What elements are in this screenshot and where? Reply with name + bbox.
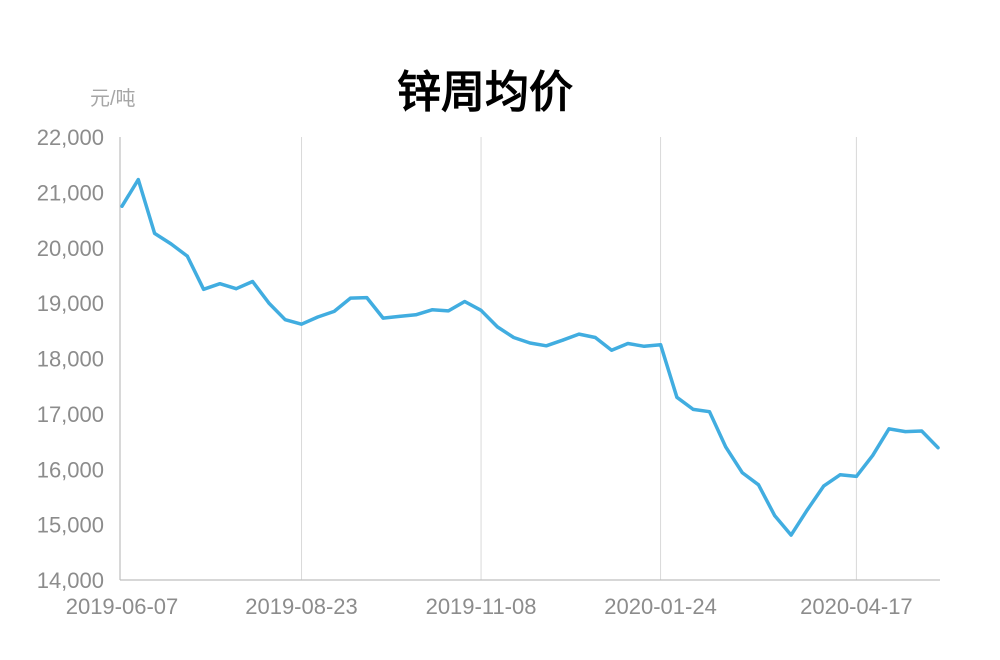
data-point-2020-01-31 — [675, 395, 679, 399]
data-point-2020-01-24 — [659, 343, 663, 347]
x-tick-label: 2019-11-08 — [426, 594, 537, 619]
data-point-2019-09-06 — [332, 309, 336, 313]
data-point-2019-12-27 — [593, 335, 597, 339]
data-point-2020-05-15 — [920, 429, 924, 433]
data-point-2020-02-14 — [708, 410, 712, 414]
y-tick-label: 18,000 — [37, 347, 104, 372]
data-point-2020-02-21 — [724, 445, 728, 449]
y-axis-tick-labels: 22,000 21,000 20,000 19,000 18,000 17,000 16,0… — [37, 125, 104, 593]
data-point-2019-11-29 — [528, 341, 532, 345]
data-point-2019-10-18 — [430, 308, 434, 312]
data-point-2019-06-28 — [169, 242, 173, 246]
price-series — [120, 177, 940, 537]
data-point-2019-06-21 — [153, 231, 157, 235]
price-line — [120, 177, 940, 537]
data-point-2019-08-30 — [316, 315, 320, 319]
x-tick-label: 2019-06-07 — [66, 594, 179, 619]
vertical-grid-lines — [301, 137, 857, 580]
data-point-2019-10-25 — [446, 309, 450, 313]
y-tick-label: 20,000 — [37, 236, 104, 261]
data-point-2020-01-03 — [610, 348, 614, 352]
data-point-2019-08-23 — [300, 322, 304, 326]
y-tick-label: 15,000 — [37, 513, 104, 538]
y-tick-label: 14,000 — [37, 568, 104, 593]
data-point-2019-11-15 — [495, 325, 499, 329]
data-point-2020-02-28 — [740, 471, 744, 475]
data-point-2019-07-19 — [218, 282, 222, 286]
data-point-2019-10-04 — [397, 314, 401, 318]
data-point-2019-12-20 — [577, 332, 581, 336]
data-point-2019-08-02 — [251, 280, 255, 284]
y-tick-label: 19,000 — [37, 291, 104, 316]
y-tick-label: 16,000 — [37, 457, 104, 482]
data-point-2019-09-20 — [365, 296, 369, 300]
data-point-2020-01-10 — [626, 342, 630, 346]
data-point-2020-01-17 — [642, 344, 646, 348]
data-point-2019-11-01 — [463, 299, 467, 303]
data-point-2019-06-14 — [136, 178, 140, 182]
chart-axes — [119, 137, 940, 581]
data-point-2020-03-13 — [773, 514, 777, 518]
data-point-2019-06-07 — [120, 204, 124, 208]
data-point-2019-11-08 — [479, 308, 483, 312]
data-point-2019-12-06 — [544, 344, 548, 348]
data-point-2019-08-16 — [283, 318, 287, 322]
data-point-2020-03-20 — [789, 533, 793, 537]
data-point-2019-07-05 — [185, 254, 189, 258]
data-point-2019-11-22 — [512, 335, 516, 339]
x-tick-label: 2020-04-17 — [800, 594, 913, 619]
data-point-2020-05-01 — [887, 427, 891, 431]
data-point-2020-04-10 — [838, 473, 842, 477]
data-point-2020-04-24 — [871, 453, 875, 457]
data-point-2020-03-27 — [805, 508, 809, 512]
y-tick-label: 21,000 — [37, 180, 104, 205]
x-axis-tick-labels: 2019-06-07 2019-08-23 2019-11-08 2020-01-24… — [66, 594, 913, 619]
data-point-2020-02-07 — [691, 407, 695, 411]
data-point-2019-09-13 — [348, 296, 352, 300]
data-point-2019-07-26 — [234, 287, 238, 291]
data-point-2020-03-06 — [756, 483, 760, 487]
data-point-2020-04-17 — [854, 474, 858, 478]
data-point-2020-05-08 — [903, 430, 907, 434]
data-point-2019-08-09 — [267, 301, 271, 305]
data-point-2019-10-11 — [414, 313, 418, 317]
y-axis-unit-label: 元/吨 — [90, 87, 136, 110]
chart-title: 锌周均价 — [397, 67, 573, 118]
data-point-2019-12-13 — [561, 338, 565, 342]
data-point-2020-04-03 — [822, 484, 826, 488]
x-tick-label: 2019-08-23 — [245, 594, 358, 619]
y-tick-label: 22,000 — [37, 125, 104, 150]
data-point-2019-07-12 — [202, 287, 206, 291]
y-tick-label: 17,000 — [37, 402, 104, 427]
data-point-2020-05-22 — [936, 446, 940, 450]
x-tick-label: 2020-01-24 — [604, 594, 717, 619]
data-point-2019-09-27 — [381, 316, 385, 320]
